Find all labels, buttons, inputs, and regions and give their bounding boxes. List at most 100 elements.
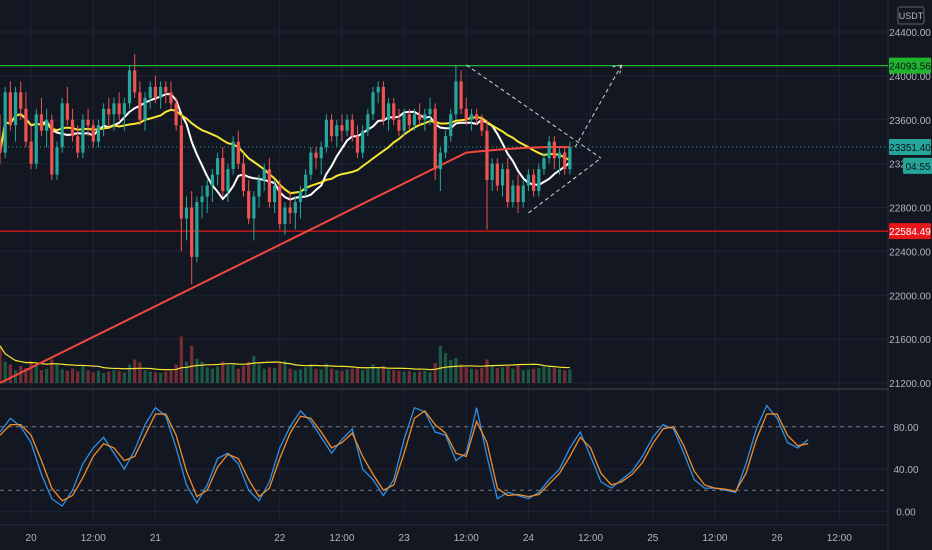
volume-bar — [81, 365, 85, 383]
volume-bar — [490, 365, 494, 383]
volume-bar — [480, 368, 484, 383]
volume-bar — [319, 369, 323, 383]
candle — [542, 158, 546, 170]
candle — [563, 152, 567, 170]
volume-bar — [397, 370, 401, 383]
volume-bar — [516, 364, 520, 383]
volume-bar — [392, 370, 396, 383]
volume-bar — [386, 369, 391, 383]
candle — [490, 163, 494, 181]
candle — [464, 108, 468, 120]
candle — [231, 141, 235, 170]
candle — [55, 147, 59, 175]
volume-bar — [8, 364, 12, 383]
volume-bar — [133, 359, 137, 383]
volume-bar — [3, 361, 7, 383]
candle — [552, 141, 556, 159]
candle — [174, 103, 178, 126]
price-tick-label: 24400.00 — [889, 28, 931, 39]
volume-bar — [475, 369, 479, 383]
volume-bar — [45, 368, 49, 383]
candle — [283, 207, 287, 224]
candle — [39, 114, 44, 131]
price-tick-label: 21600.00 — [889, 335, 931, 346]
price-tick-label: 23600.00 — [889, 116, 931, 127]
stoch-tick-label: 80.00 — [893, 423, 918, 434]
triangle-lower-line — [528, 157, 602, 214]
volume-bar — [215, 366, 220, 383]
candle — [169, 92, 173, 104]
candle — [24, 108, 28, 142]
volume-bar — [552, 368, 556, 383]
candle — [345, 119, 349, 131]
volume-bar — [148, 371, 152, 383]
volume-bar — [86, 370, 90, 383]
candle — [262, 169, 266, 181]
volume-bars — [0, 336, 572, 383]
volume-bar — [407, 370, 411, 383]
candle — [371, 92, 375, 115]
volume-bar — [293, 370, 297, 383]
time-tick-label: 20 — [26, 533, 38, 544]
candle — [526, 174, 531, 186]
volume-bar — [376, 368, 380, 383]
axes: 24400.00 24000.00 23600.00 23 20 0.00 22800.00… — [26, 0, 932, 550]
candle — [485, 130, 489, 181]
volume-bar — [521, 370, 525, 383]
price-tick-label: 22400.00 — [889, 247, 931, 258]
candle — [407, 114, 411, 126]
candle — [392, 103, 396, 120]
candle — [350, 119, 354, 137]
candle — [547, 141, 551, 159]
candle — [366, 114, 370, 131]
candle — [8, 92, 12, 126]
current-price-badge — [889, 139, 931, 156]
volume-bar — [122, 372, 126, 383]
volume-bar — [55, 364, 59, 383]
volume-bar — [329, 368, 334, 383]
volume-bar — [423, 370, 427, 383]
candle — [423, 114, 427, 120]
projection-arrowhead — [612, 64, 623, 75]
volume-bar — [158, 373, 163, 383]
candle — [221, 158, 225, 192]
candle — [190, 207, 194, 257]
volume-bar — [526, 369, 531, 383]
candle — [412, 114, 417, 126]
candle — [376, 86, 380, 93]
candle — [521, 185, 525, 203]
candle — [122, 103, 126, 115]
volume-bar — [190, 345, 194, 383]
candle — [76, 136, 80, 153]
candle — [127, 70, 132, 104]
volume-bar — [210, 368, 215, 383]
candle — [475, 114, 479, 120]
volume-bar — [495, 368, 499, 383]
volume-bar — [469, 368, 474, 383]
volume-bar — [91, 372, 95, 383]
candle — [215, 158, 220, 175]
candle — [386, 103, 391, 120]
time-tick-label: 24 — [523, 533, 535, 544]
candle — [428, 108, 432, 115]
candle — [117, 103, 121, 115]
time-tick-label: 22 — [274, 533, 286, 544]
volume-bar — [241, 365, 246, 383]
volume-bar — [433, 363, 437, 383]
volume-bar — [568, 369, 572, 383]
candle — [537, 169, 541, 192]
candle — [34, 114, 38, 164]
candle — [495, 163, 499, 186]
volume-bar — [184, 361, 189, 383]
volume-bar — [298, 369, 303, 383]
volume-bar — [532, 368, 536, 383]
currency-box — [897, 6, 925, 25]
time-tick-label: 12:00 — [827, 533, 852, 544]
triangle-upper-line — [465, 64, 602, 159]
volume-bar — [345, 369, 349, 383]
candle — [45, 119, 49, 131]
volume-bar — [459, 364, 463, 383]
volume-bar — [107, 371, 111, 383]
volume-bar — [262, 368, 266, 383]
